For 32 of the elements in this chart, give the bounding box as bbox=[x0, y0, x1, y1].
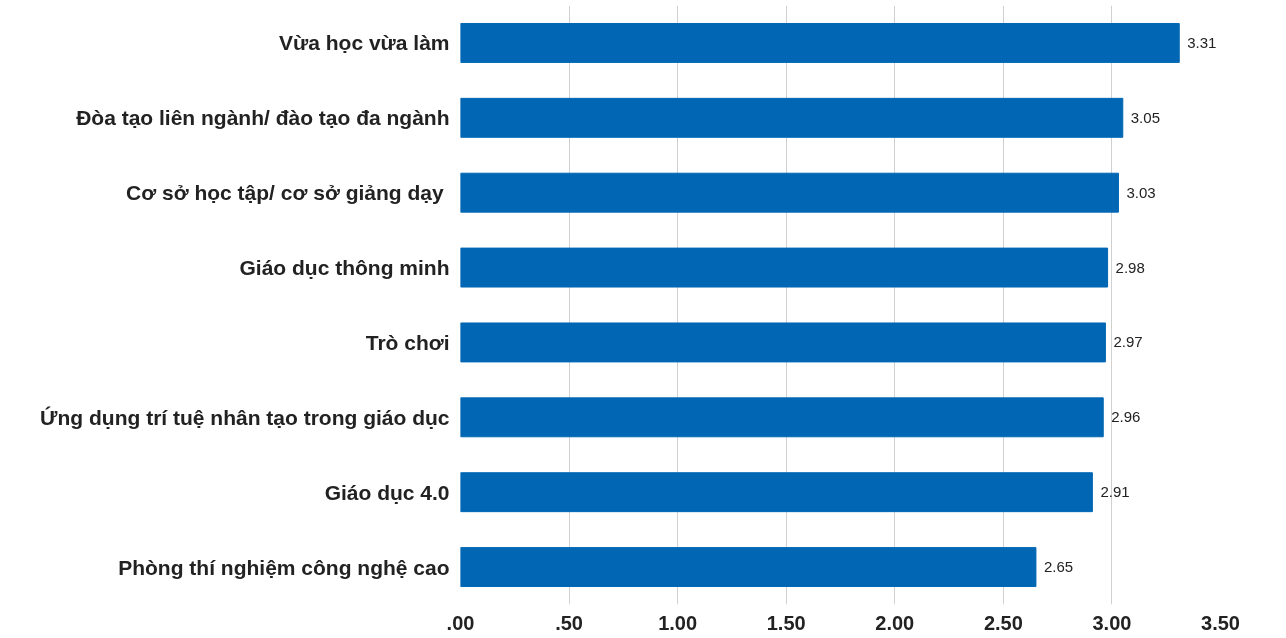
bar bbox=[460, 247, 1109, 288]
bar bbox=[460, 22, 1180, 63]
y-tick-label: Giáo dục 4.0 bbox=[324, 480, 450, 504]
data-label: 2.97 bbox=[1113, 333, 1143, 351]
data-label: 2.91 bbox=[1100, 483, 1130, 501]
x-tick-label: 2.50 bbox=[983, 611, 1023, 634]
x-tick-label: .00 bbox=[446, 611, 475, 634]
x-tick-label: 3.00 bbox=[1092, 611, 1132, 634]
data-label: 3.31 bbox=[1187, 33, 1217, 51]
y-tick-label: Trò chơi bbox=[365, 330, 450, 354]
data-label: 3.05 bbox=[1130, 108, 1160, 126]
bar bbox=[460, 547, 1037, 588]
x-tick-label: .50 bbox=[555, 611, 583, 634]
x-tick-label: 1.00 bbox=[658, 611, 698, 634]
data-label: 2.98 bbox=[1115, 258, 1145, 276]
data-label: 2.96 bbox=[1111, 408, 1141, 426]
data-label: 3.03 bbox=[1126, 183, 1156, 201]
y-tick-label: Vừa học vừa làm bbox=[279, 31, 450, 55]
x-tick-label: 1.50 bbox=[766, 611, 806, 634]
x-tick-label: 2.00 bbox=[875, 611, 915, 634]
x-tick-label: 3.50 bbox=[1201, 611, 1240, 634]
bar bbox=[460, 322, 1106, 363]
y-tick-label: Ứng dụng trí tuệ nhân tạo trong giáo dục bbox=[40, 405, 450, 429]
data-label: 2.65 bbox=[1043, 558, 1074, 576]
bar bbox=[460, 472, 1093, 513]
bar bbox=[460, 97, 1124, 138]
y-tick-label: Giáo dục thông minh bbox=[239, 256, 450, 280]
y-tick-label: Phòng thí nghiệm công nghệ cao bbox=[118, 555, 450, 579]
y-tick-label: Đòa tạo liên ngành/ đào tạo đa ngành bbox=[76, 106, 450, 130]
bar bbox=[460, 397, 1104, 438]
y-tick-label: Cơ sở học tập/ cơ sở giảng dạy bbox=[126, 181, 444, 205]
bar bbox=[460, 172, 1119, 213]
